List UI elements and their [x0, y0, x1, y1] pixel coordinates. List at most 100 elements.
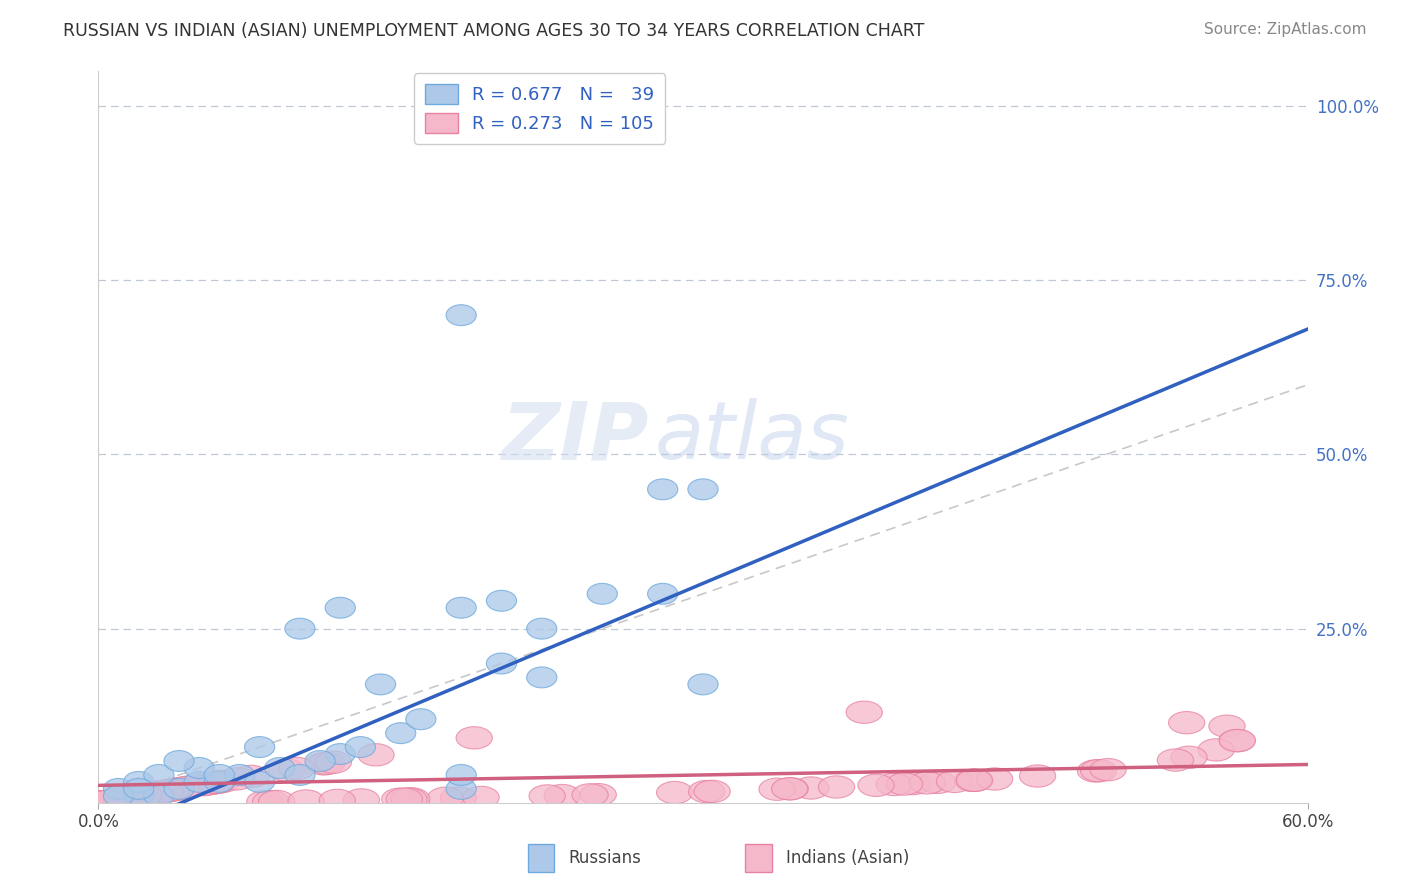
Ellipse shape: [527, 618, 557, 639]
Ellipse shape: [83, 791, 120, 814]
Ellipse shape: [169, 776, 205, 798]
Ellipse shape: [387, 788, 422, 810]
Ellipse shape: [264, 757, 295, 779]
Ellipse shape: [394, 788, 430, 810]
Ellipse shape: [125, 784, 162, 806]
Ellipse shape: [278, 757, 315, 780]
Ellipse shape: [325, 598, 356, 618]
Ellipse shape: [772, 778, 808, 800]
Ellipse shape: [135, 782, 170, 805]
Text: Source: ZipAtlas.com: Source: ZipAtlas.com: [1204, 22, 1367, 37]
Ellipse shape: [285, 618, 315, 639]
Text: Russians: Russians: [569, 848, 641, 867]
Ellipse shape: [124, 772, 153, 792]
Ellipse shape: [343, 789, 380, 811]
Ellipse shape: [86, 790, 122, 813]
Text: Indians (Asian): Indians (Asian): [786, 848, 910, 867]
Ellipse shape: [1198, 739, 1234, 761]
Ellipse shape: [125, 784, 162, 806]
Ellipse shape: [793, 777, 830, 799]
Ellipse shape: [103, 788, 139, 810]
FancyBboxPatch shape: [527, 844, 554, 871]
Ellipse shape: [184, 772, 214, 792]
Ellipse shape: [486, 653, 516, 674]
Ellipse shape: [204, 770, 240, 792]
Ellipse shape: [159, 778, 195, 800]
Ellipse shape: [406, 709, 436, 730]
Ellipse shape: [83, 791, 120, 814]
Ellipse shape: [1171, 746, 1208, 768]
Ellipse shape: [305, 750, 335, 772]
Ellipse shape: [184, 757, 214, 779]
Ellipse shape: [114, 786, 150, 808]
Ellipse shape: [463, 787, 499, 809]
Ellipse shape: [139, 781, 176, 804]
Ellipse shape: [385, 723, 416, 744]
Ellipse shape: [957, 769, 993, 791]
Text: ZIP: ZIP: [501, 398, 648, 476]
Ellipse shape: [876, 773, 912, 796]
Ellipse shape: [818, 776, 855, 798]
Ellipse shape: [977, 768, 1012, 790]
Ellipse shape: [886, 772, 922, 795]
Ellipse shape: [114, 786, 150, 808]
Ellipse shape: [193, 772, 229, 795]
Ellipse shape: [117, 785, 153, 807]
Ellipse shape: [153, 779, 190, 801]
Ellipse shape: [204, 764, 235, 785]
Ellipse shape: [104, 788, 141, 810]
Ellipse shape: [165, 779, 194, 799]
Ellipse shape: [759, 778, 796, 800]
Ellipse shape: [124, 785, 153, 806]
Ellipse shape: [142, 781, 177, 804]
Ellipse shape: [90, 790, 125, 813]
Ellipse shape: [772, 778, 808, 800]
Ellipse shape: [165, 750, 194, 772]
Ellipse shape: [1019, 765, 1056, 787]
Ellipse shape: [247, 790, 283, 813]
Ellipse shape: [143, 785, 174, 806]
Ellipse shape: [94, 789, 131, 812]
Ellipse shape: [187, 773, 224, 796]
Ellipse shape: [1209, 715, 1246, 738]
Ellipse shape: [142, 781, 179, 804]
Ellipse shape: [152, 780, 188, 802]
Ellipse shape: [90, 790, 127, 813]
Ellipse shape: [486, 591, 516, 611]
Ellipse shape: [269, 759, 305, 781]
Ellipse shape: [688, 674, 718, 695]
Ellipse shape: [572, 784, 609, 806]
Ellipse shape: [648, 479, 678, 500]
FancyBboxPatch shape: [745, 844, 772, 871]
Ellipse shape: [446, 305, 477, 326]
Ellipse shape: [446, 779, 477, 799]
Ellipse shape: [194, 772, 231, 794]
Ellipse shape: [198, 772, 235, 794]
Ellipse shape: [936, 771, 973, 793]
Ellipse shape: [315, 751, 352, 773]
Ellipse shape: [446, 764, 477, 785]
Ellipse shape: [97, 789, 134, 811]
Ellipse shape: [139, 781, 176, 804]
Ellipse shape: [142, 781, 179, 804]
Ellipse shape: [285, 764, 315, 785]
Ellipse shape: [688, 479, 718, 500]
Ellipse shape: [288, 789, 325, 812]
Ellipse shape: [955, 769, 991, 791]
Ellipse shape: [112, 786, 148, 808]
Ellipse shape: [427, 787, 464, 809]
Ellipse shape: [588, 583, 617, 604]
Ellipse shape: [104, 788, 139, 810]
Ellipse shape: [104, 779, 134, 799]
Ellipse shape: [1168, 712, 1205, 734]
Ellipse shape: [163, 778, 198, 800]
Legend: R = 0.677   N =   39, R = 0.273   N = 105: R = 0.677 N = 39, R = 0.273 N = 105: [415, 73, 665, 144]
Ellipse shape: [858, 774, 894, 797]
Ellipse shape: [170, 776, 207, 798]
Ellipse shape: [581, 783, 616, 805]
Ellipse shape: [657, 781, 693, 804]
Ellipse shape: [381, 788, 418, 810]
Ellipse shape: [129, 783, 166, 805]
Ellipse shape: [319, 789, 356, 812]
Ellipse shape: [219, 768, 254, 790]
